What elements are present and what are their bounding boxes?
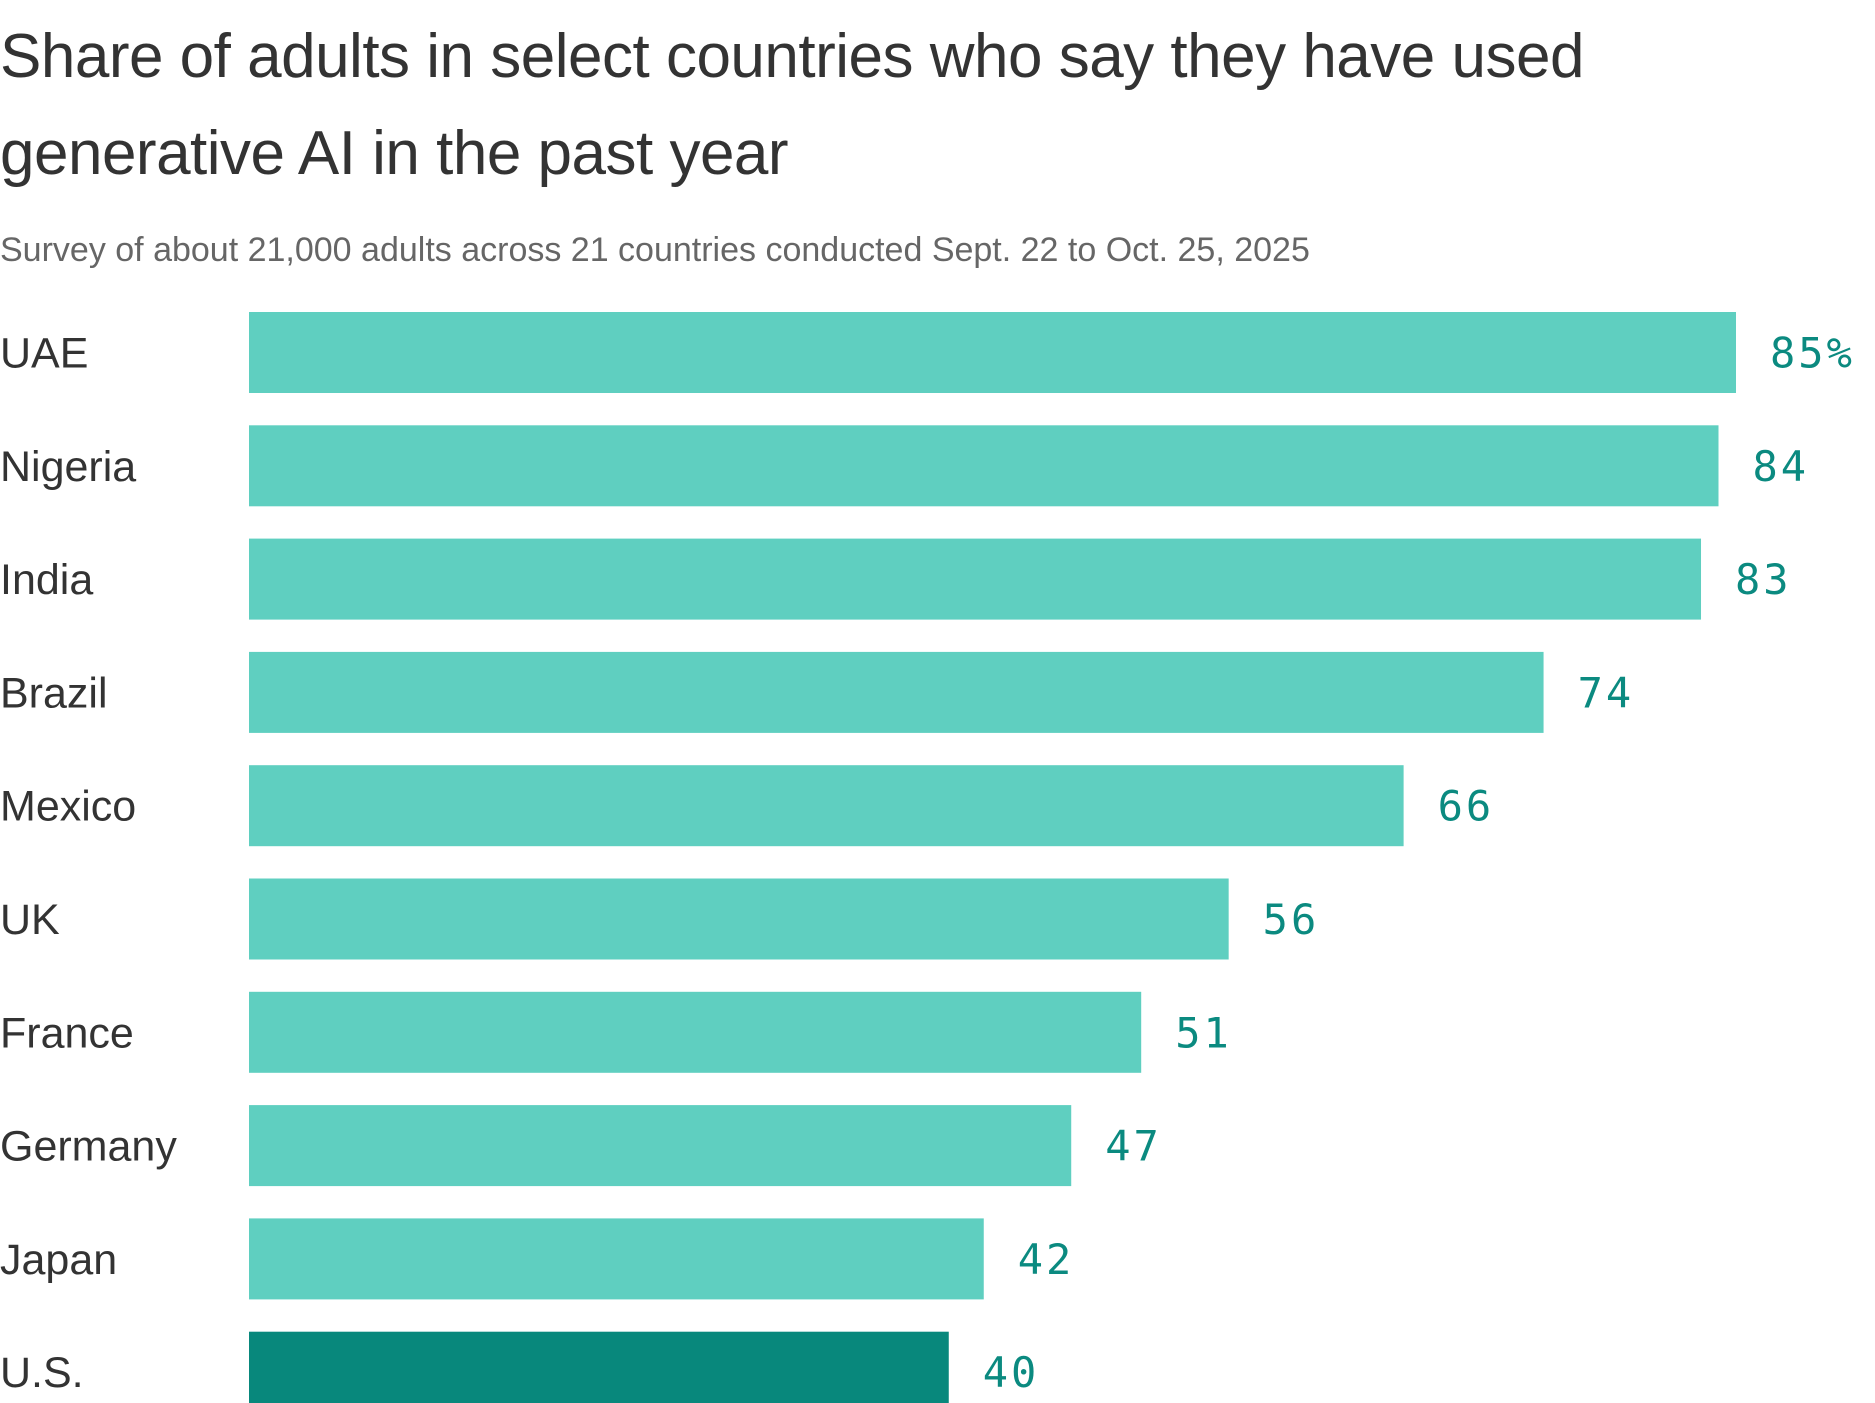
value-label: 85% xyxy=(1770,329,1855,378)
bar-row: France 51 xyxy=(0,991,1232,1073)
category-label: Germany xyxy=(0,1123,177,1171)
value-label: 83 xyxy=(1735,555,1792,604)
value-label: 66 xyxy=(1438,782,1495,831)
value-label: 84 xyxy=(1753,442,1810,491)
bar xyxy=(249,651,1544,733)
value-label: 51 xyxy=(1175,1008,1232,1057)
value-label: 74 xyxy=(1578,668,1635,717)
category-label: France xyxy=(0,1009,134,1057)
category-label: India xyxy=(0,556,93,604)
value-label: 56 xyxy=(1263,895,1320,944)
category-label: Japan xyxy=(0,1236,117,1284)
chart-subtitle: Survey of about 21,000 adults across 21 … xyxy=(0,231,1310,269)
value-label: 47 xyxy=(1105,1122,1162,1171)
bar-row: Mexico 66 xyxy=(0,765,1495,847)
value-label: 42 xyxy=(1018,1235,1075,1284)
bar-row: Japan 42 xyxy=(0,1218,1075,1300)
chart-title: Share of adults in select countries who … xyxy=(0,22,1584,188)
bar xyxy=(249,1218,984,1300)
bar xyxy=(249,878,1229,960)
bar xyxy=(249,1105,1072,1187)
category-label: Mexico xyxy=(0,783,136,831)
bar-row: UAE 85% xyxy=(0,312,1855,393)
bar-row: Germany 47 xyxy=(0,1105,1162,1187)
bar xyxy=(249,425,1719,507)
value-label: 40 xyxy=(983,1348,1040,1397)
bar xyxy=(249,991,1142,1073)
bar-row: UK 56 xyxy=(0,878,1320,960)
bar-row: Nigeria 84 xyxy=(0,425,1810,507)
category-label: Nigeria xyxy=(0,443,136,491)
category-label: Brazil xyxy=(0,669,108,717)
bar-row: U.S. 40 xyxy=(0,1331,1040,1403)
category-label: UK xyxy=(0,896,60,944)
category-label: U.S. xyxy=(0,1349,84,1397)
bar xyxy=(249,312,1736,393)
bar-highlighted xyxy=(249,1331,949,1403)
bar xyxy=(249,765,1404,847)
bar-row: India 83 xyxy=(0,538,1792,620)
bar xyxy=(249,538,1702,620)
bar-row: Brazil 74 xyxy=(0,651,1635,733)
category-label: UAE xyxy=(0,330,88,378)
